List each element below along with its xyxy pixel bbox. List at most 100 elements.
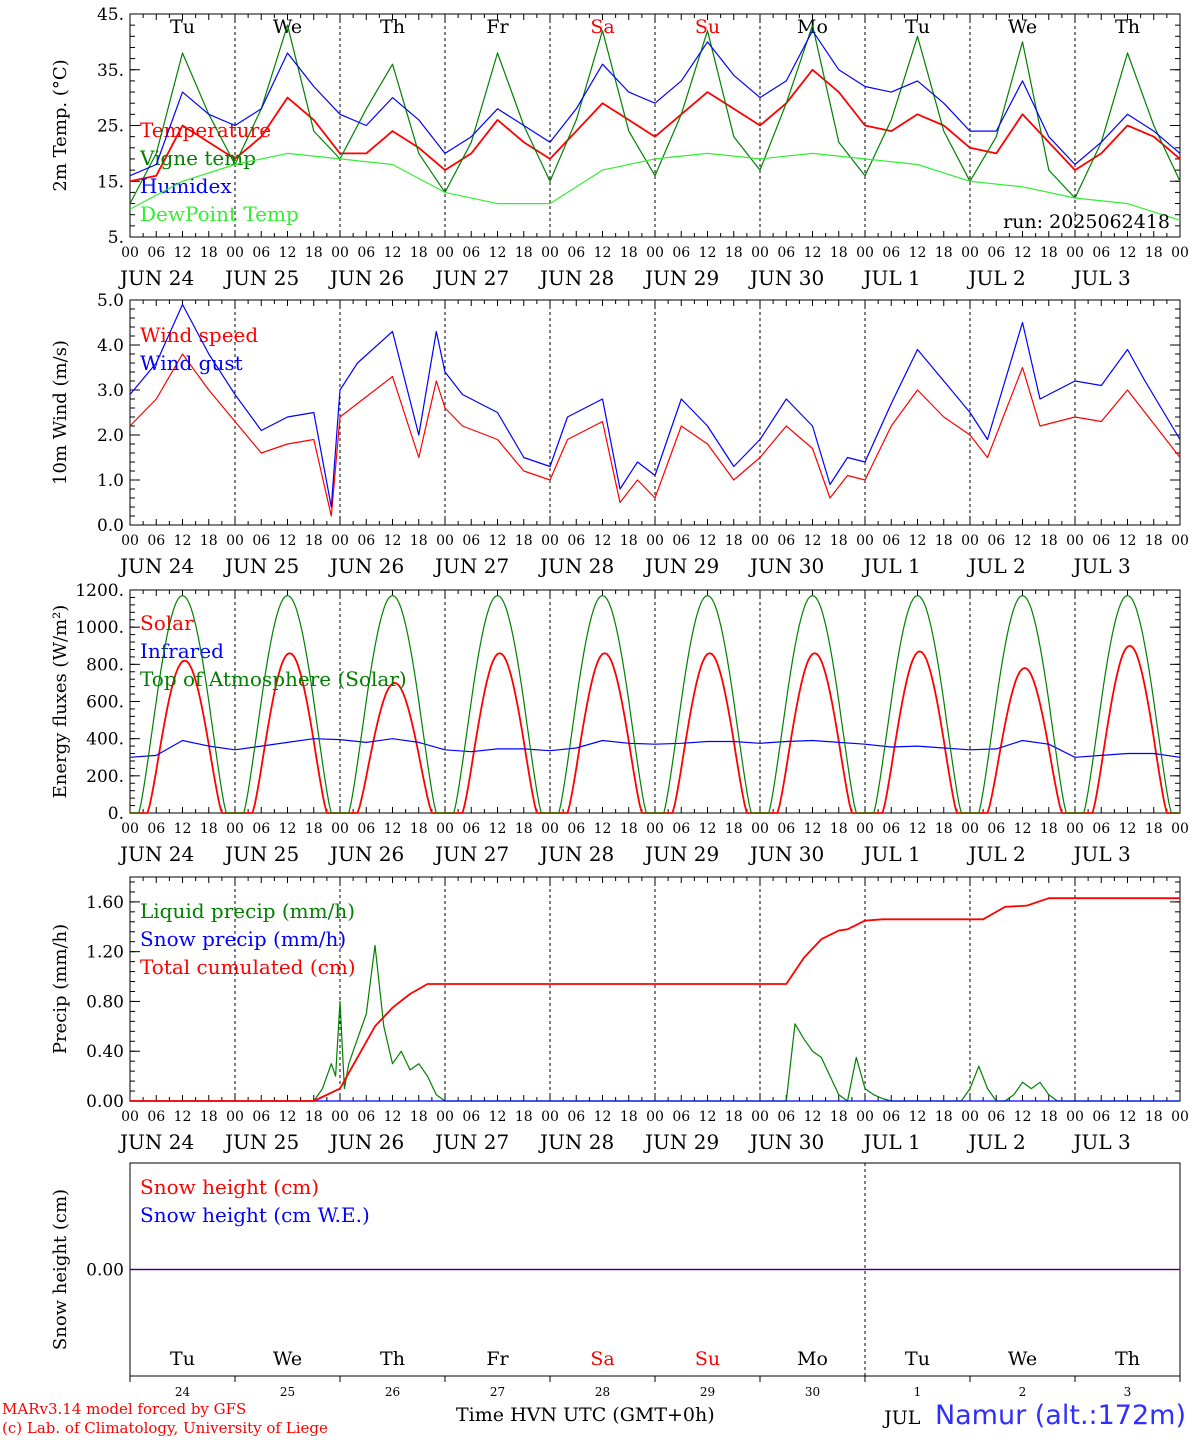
hour-label: 12 xyxy=(909,245,927,261)
model-credit: MARv3.14 model forced by GFS (c) Lab. of… xyxy=(2,1400,328,1438)
hour-label: 12 xyxy=(279,1109,297,1125)
hour-label: 00 xyxy=(226,245,244,261)
hour-label: 00 xyxy=(961,1109,979,1125)
hour-label: 18 xyxy=(620,821,638,837)
hour-label: 18 xyxy=(410,245,428,261)
time-axis-title: Time HVN UTC (GMT+0h) xyxy=(456,1404,715,1426)
date-label: JUN 24 xyxy=(118,1130,194,1154)
hour-label: 12 xyxy=(909,821,927,837)
hour-label: 06 xyxy=(987,821,1005,837)
y-axis-label: Precip (mm/h) xyxy=(50,924,71,1054)
credit-line-1: MARv3.14 model forced by GFS xyxy=(2,1400,247,1418)
y-tick-label: 0.00 xyxy=(86,1092,124,1112)
hour-label: 18 xyxy=(410,533,428,549)
hour-label: 12 xyxy=(804,245,822,261)
series-wind-speed xyxy=(129,353,1181,517)
hour-label: 06 xyxy=(882,1109,900,1125)
hour-label: 00 xyxy=(1171,821,1189,837)
hour-label: 12 xyxy=(594,1109,612,1125)
hour-label: 12 xyxy=(1119,821,1137,837)
weekday-label: Sa xyxy=(590,16,614,38)
y-tick-label: 800. xyxy=(86,655,124,675)
y-tick-label: 600. xyxy=(86,693,124,713)
legend-infrared: Infrared xyxy=(140,639,224,663)
hour-label: 06 xyxy=(147,1109,165,1125)
hour-label: 00 xyxy=(541,245,559,261)
hour-label: 12 xyxy=(174,1109,192,1125)
hour-label: 18 xyxy=(935,533,953,549)
run-label: run: 2025062418 xyxy=(1003,211,1170,233)
hour-label: 06 xyxy=(462,1109,480,1125)
hour-label: 00 xyxy=(1066,821,1084,837)
hour-label: 12 xyxy=(804,821,822,837)
hour-label: 06 xyxy=(777,245,795,261)
hour-label: 18 xyxy=(1040,1109,1058,1125)
date-label: JUL 3 xyxy=(1072,1130,1131,1154)
hour-label: 12 xyxy=(909,533,927,549)
date-label: JUN 29 xyxy=(643,842,719,866)
panel-energy: 0. 200. 400. 600. 800. 1000. 1200.Energy fluxe… xyxy=(50,581,1189,866)
hour-label: 18 xyxy=(305,821,323,837)
hour-label: 00 xyxy=(1171,1109,1189,1125)
date-label: JUN 26 xyxy=(328,266,404,290)
y-tick-label: 15. xyxy=(97,172,124,192)
hour-label: 18 xyxy=(305,245,323,261)
date-label: JUN 28 xyxy=(538,554,614,578)
weekday-label: We xyxy=(1008,16,1037,38)
hour-label: 18 xyxy=(830,1109,848,1125)
y-tick-label: 4.0 xyxy=(97,336,124,356)
series-total-cumulated-cm xyxy=(130,897,1180,1102)
hour-label: 00 xyxy=(121,245,139,261)
weekday-label: Tu xyxy=(170,16,195,38)
credit-line-2: (c) Lab. of Climatology, University of L… xyxy=(2,1419,328,1437)
date-label: JUN 24 xyxy=(118,554,194,578)
hour-label: 06 xyxy=(672,821,690,837)
hour-label: 06 xyxy=(1092,533,1110,549)
hour-label: 00 xyxy=(226,1109,244,1125)
hour-label: 06 xyxy=(147,533,165,549)
date-label: JUN 24 xyxy=(118,842,194,866)
hour-label: 00 xyxy=(226,533,244,549)
hour-label: 06 xyxy=(252,245,270,261)
hour-label: 12 xyxy=(804,533,822,549)
hour-label: 18 xyxy=(305,533,323,549)
y-axis-label: Snow height (cm) xyxy=(50,1189,71,1350)
hour-label: 06 xyxy=(777,821,795,837)
hour-label: 12 xyxy=(594,245,612,261)
y-tick-label: 1.0 xyxy=(97,471,124,491)
y-tick-label: 45. xyxy=(97,5,124,25)
hour-label: 00 xyxy=(751,1109,769,1125)
hour-label: 12 xyxy=(384,533,402,549)
date-label: JUL 1 xyxy=(862,554,921,578)
panel-snow: 0.00 Snow height (cm) 24 25 26 27 28 29 30 1 2 3 Tu W… xyxy=(50,1162,1181,1399)
series-top-of-atmosphere-solar xyxy=(130,595,1180,814)
date-label: JUN 26 xyxy=(328,554,404,578)
panel-precip: 0.00 0.40 0.80 1.20 1.60 Precip (mm/h) 00 06 12 1… xyxy=(50,876,1189,1154)
day-number-label: 25 xyxy=(280,1385,295,1399)
hour-label: 18 xyxy=(410,1109,428,1125)
hour-label: 00 xyxy=(331,533,349,549)
hour-label: 18 xyxy=(200,533,218,549)
hour-label: 12 xyxy=(489,245,507,261)
panel-frame xyxy=(129,299,1181,526)
date-label: JUL 3 xyxy=(1072,842,1131,866)
hour-label: 18 xyxy=(1145,821,1163,837)
y-tick-label: 0.0 xyxy=(97,516,124,536)
hour-label: 00 xyxy=(436,1109,454,1125)
hour-label: 18 xyxy=(1040,245,1058,261)
y-axis-label: 2m Temp. (°C) xyxy=(50,59,71,191)
series-infrared xyxy=(129,738,1181,758)
date-label: JUN 28 xyxy=(538,1130,614,1154)
hour-label: 06 xyxy=(147,245,165,261)
hour-label: 00 xyxy=(541,533,559,549)
date-label: JUN 27 xyxy=(433,554,509,578)
legend-snow-height-cm-w-e: Snow height (cm W.E.) xyxy=(140,1203,370,1227)
y-tick-label: 5. xyxy=(108,228,124,248)
hour-label: 00 xyxy=(856,245,874,261)
hour-label: 00 xyxy=(436,821,454,837)
hour-label: 18 xyxy=(200,245,218,261)
hour-label: 18 xyxy=(1040,821,1058,837)
day-number-label: 1 xyxy=(914,1385,922,1399)
hour-label: 18 xyxy=(830,533,848,549)
hour-label: 18 xyxy=(935,245,953,261)
